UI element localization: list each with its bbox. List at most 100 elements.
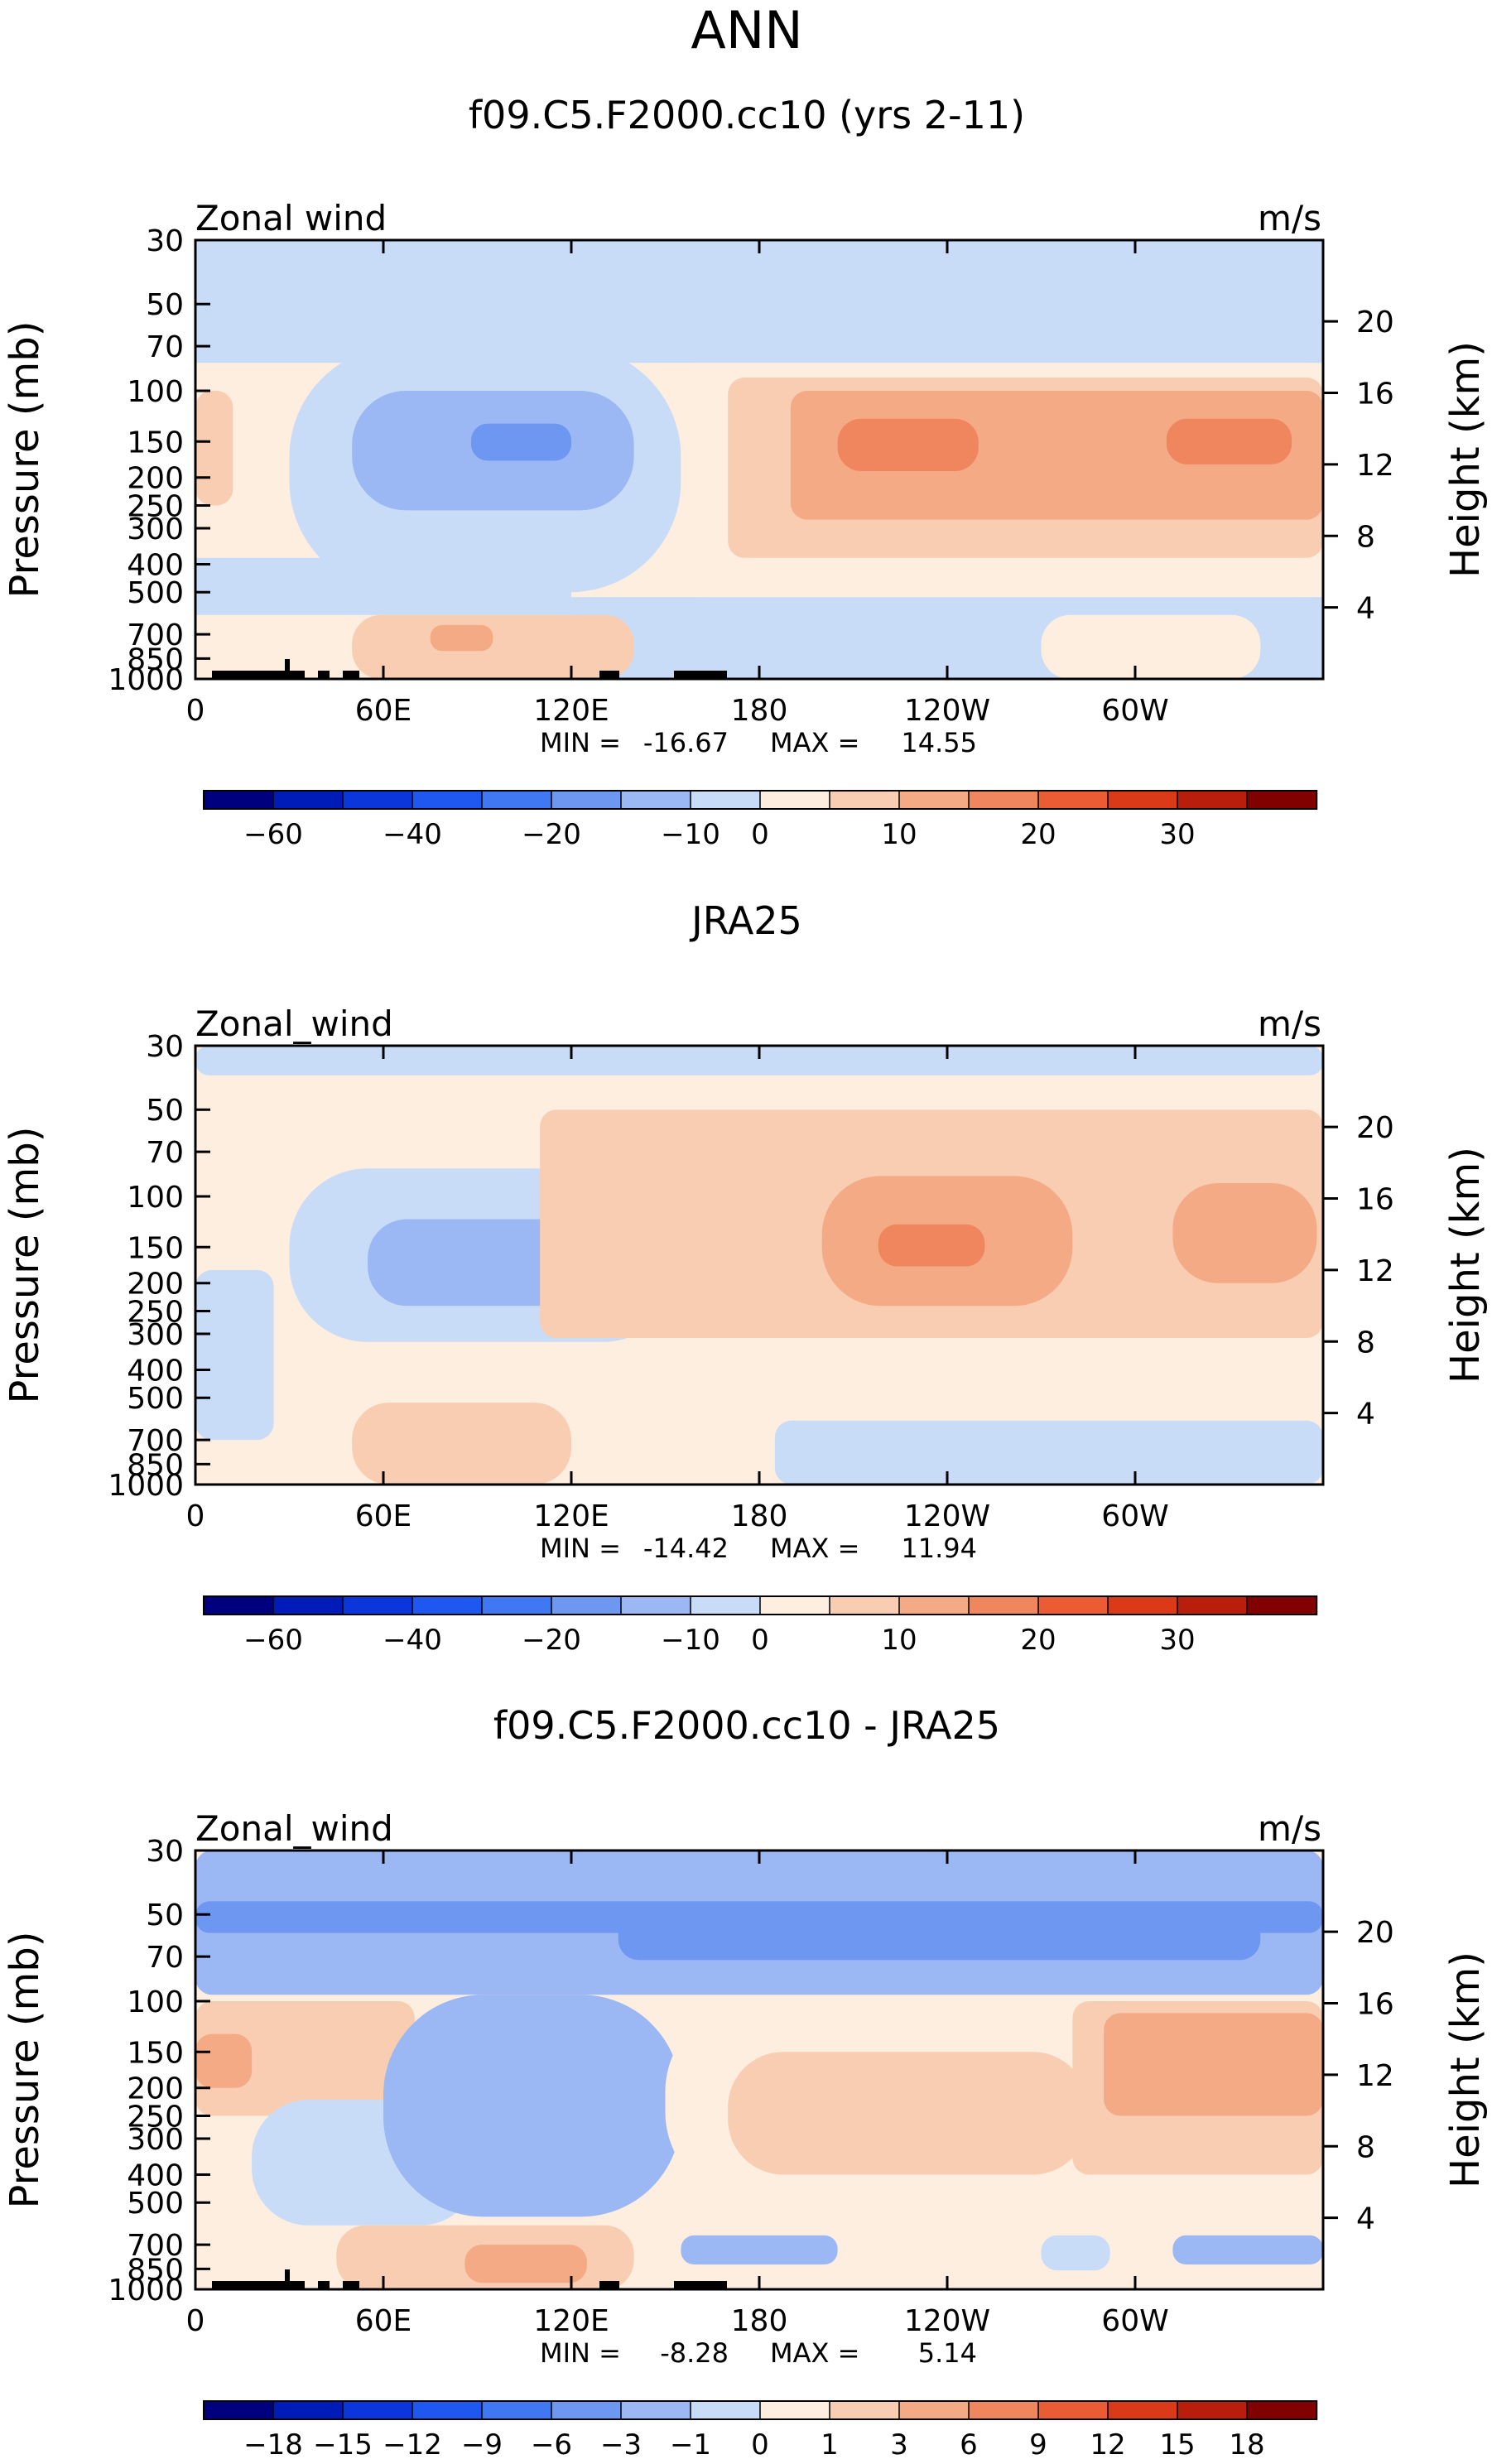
y-tick-label: 200 [127,462,184,496]
colorbar-box [620,2400,692,2420]
y-tick-label: 150 [127,2036,184,2070]
y2-axis-title: Height (km) [1442,1147,1489,1384]
y-tick-label: 150 [127,426,184,460]
min-label: MIN = [540,727,621,758]
colorbar-box [829,2400,901,2420]
x-tick-label: 60W [1101,694,1168,728]
x-tick-label: 120E [533,2304,609,2338]
contour-region [1172,2235,1323,2265]
colorbar-label: 9 [1029,2428,1047,2462]
variable-label: Zonal_wind [195,1808,393,1849]
colorbar-box [342,1595,414,1615]
topography-bar [674,671,727,679]
y-tick-label: 500 [127,2187,184,2221]
topography-bar [290,2281,305,2289]
colorbar-box [203,1595,275,1615]
y-tick-label: 250 [127,2100,184,2134]
y-tick-label: 200 [127,2072,184,2106]
colorbar-box [481,1595,553,1615]
contour-region [195,1269,274,1441]
y-tick-label: 300 [127,2123,184,2157]
contour-region [430,624,493,652]
colorbar-box [759,790,831,810]
colorbar-label: 3 [890,2428,908,2462]
contour-region [352,614,634,679]
y2-tick-label: 16 [1356,1183,1394,1217]
colorbar-box [829,790,901,810]
y-tick-label: 250 [127,489,184,523]
contour-region [1166,418,1292,464]
x-tick-label: 180 [731,1499,788,1533]
x-tick-label: 60E [355,2304,412,2338]
colorbar-label: 15 [1159,2428,1195,2462]
colorbar-label: −3 [600,2428,642,2462]
y-tick-label: 700 [127,1424,184,1458]
colorbar-label: 20 [1020,1624,1056,1657]
colorbar-box [1107,2400,1179,2420]
figure-title: ANN [691,0,802,60]
colorbar-label: 20 [1020,818,1056,851]
contour-region [352,1403,571,1485]
y-tick-label: 850 [127,1448,184,1482]
colorbar-label: 0 [751,2428,769,2462]
colorbar-box [272,790,344,810]
colorbar-box [1246,2400,1318,2420]
max-label: MAX = [770,727,859,758]
panel-title: JRA25 [689,898,802,943]
y-tick-label: 70 [146,330,184,364]
colorbar-box [759,2400,831,2420]
colorbar-label: −10 [661,818,720,851]
panel-jra25: JRA25 Zonal_wind m/s 0 60E 120E 180 120W 60W 30 50… [2,898,1489,1657]
x-tick-label: 0 [186,2304,205,2338]
colorbar-box [1037,2400,1109,2420]
y-tick-label: 400 [127,2159,184,2193]
colorbar-label: −6 [531,2428,572,2462]
y2-tick-label: 8 [1356,520,1375,554]
min-label: MIN = [540,1533,621,1564]
x-tick-label: 120E [533,694,609,728]
colorbar-frame [203,790,1317,810]
y2-tick-label: 16 [1356,378,1394,411]
units-label: m/s [1258,1003,1321,1044]
colorbar-box [1037,1595,1109,1615]
colorbar-label: −1 [670,2428,711,2462]
colorbar-label: −40 [383,1624,442,1657]
x-tick-label: 60E [355,1499,412,1533]
colorbar-box [481,2400,553,2420]
y2-tick-label: 20 [1356,1111,1394,1145]
colorbar-box [1177,2400,1249,2420]
colorbar-box [342,2400,414,2420]
colorbar-box [272,1595,344,1615]
colorbar-label: −12 [383,2428,442,2462]
colorbar-label: −10 [661,1624,720,1657]
units-label: m/s [1258,198,1321,238]
y-tick-label: 50 [146,288,184,322]
y-tick-label: 200 [127,1268,184,1302]
colorbar-label: 30 [1159,1624,1195,1657]
y-axis-title: Pressure (mb) [2,1127,48,1404]
colorbar-label: 1 [821,2428,839,2462]
colorbar-box [898,1595,970,1615]
y2-tick-label: 16 [1356,1988,1394,2022]
colorbar-box [1177,1595,1249,1615]
colorbar-label: −60 [243,1624,303,1657]
y-tick-label: 30 [146,1030,184,1064]
y-tick-label: 300 [127,1318,184,1352]
colorbar-box [690,1595,762,1615]
colorbar-label: 30 [1159,818,1195,851]
contour-region [1104,2013,1323,2116]
contour-region [774,1420,1323,1485]
max-label: MAX = [770,1533,859,1564]
colorbar-box [1037,790,1109,810]
y-tick-label: 400 [127,1355,184,1388]
colorbar-box [968,1595,1040,1615]
colorbar-box [1246,790,1318,810]
max-value: 11.94 [901,1533,977,1564]
colorbar-box [551,2400,623,2420]
colorbar-label: −20 [522,818,581,851]
min-label: MIN = [540,2337,621,2369]
x-tick-label: 0 [186,694,205,728]
topography-bar [212,2281,285,2289]
y-tick-label: 500 [127,1382,184,1416]
units-label: m/s [1258,1808,1321,1849]
